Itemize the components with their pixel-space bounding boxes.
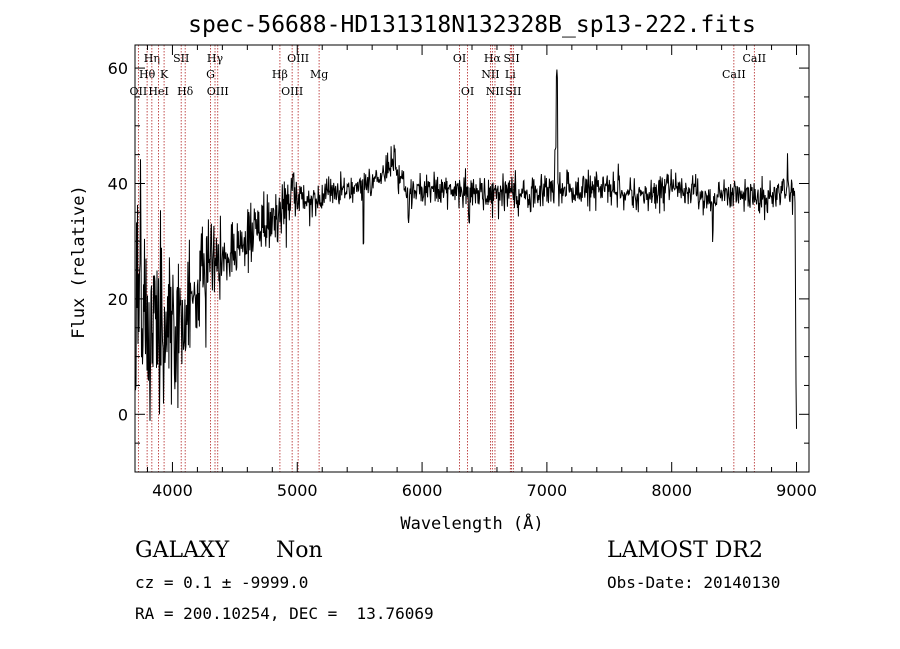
x-axis-label: Wavelength (Å) (400, 512, 543, 534)
spectral-line-label: Hδ (177, 85, 194, 98)
spectrum-line (134, 69, 797, 429)
object-subclass: Non (276, 538, 323, 563)
spectral-line-label: Hα (484, 52, 502, 65)
y-tick-label: 20 (108, 290, 128, 309)
survey-name: LAMOST DR2 (607, 538, 763, 563)
x-tick-label: 8000 (651, 481, 692, 500)
spectral-line-label: SII (503, 52, 519, 65)
spectral-line-label: OIII (281, 85, 303, 98)
spectral-line-markers: OIIHθHηHeIKSIIHδHγGOIIIOIIIHβOIIIMgOIOIH… (130, 45, 766, 472)
spectral-line-label: Li (505, 68, 516, 81)
plot-axes: 4000 5000 6000 7000 8000 9000 0 20 40 60 (108, 45, 817, 500)
spectral-line-label: OII (130, 85, 148, 98)
spectral-line-label: CaII (742, 52, 766, 65)
x-tick-label: 7000 (527, 481, 568, 500)
y-tick-label: 0 (118, 405, 128, 424)
spectral-line-label: G (206, 68, 215, 81)
spectral-line-label: HeI (148, 85, 168, 98)
plot-frame (134, 44, 810, 473)
spectral-line-label: SII (173, 52, 189, 65)
spectral-line-label: SII (505, 85, 521, 98)
redshift-text: cz = 0.1 ± -9999.0 (135, 573, 309, 592)
y-tick-label: 60 (108, 59, 128, 78)
x-tick-label: 5000 (277, 481, 318, 500)
spectral-line-label: Hβ (272, 68, 288, 81)
spectral-line-label: NII (486, 85, 504, 98)
spectral-line-label: Mg (310, 68, 328, 81)
spectral-line-label: CaII (722, 68, 746, 81)
spectral-line-label: Hγ (207, 52, 224, 65)
spectral-line-label: OIII (207, 85, 229, 98)
spectral-line-label: OIII (287, 52, 309, 65)
coordinates-text: RA = 200.10254, DEC = 13.76069 (135, 604, 434, 623)
spectral-line-label: OI (453, 52, 466, 65)
spectral-line-label: NII (481, 68, 499, 81)
observation-date: Obs-Date: 20140130 (607, 573, 781, 592)
y-axis-label: Flux (relative) (69, 185, 89, 339)
y-tick-label: 40 (108, 174, 128, 193)
object-class: GALAXY (135, 538, 230, 563)
x-tick-label: 6000 (402, 481, 443, 500)
spectral-line-label: Hθ (139, 68, 156, 81)
x-tick-label: 4000 (152, 481, 193, 500)
chart-title: spec-56688-HD131318N132328B_sp13-222.fit… (188, 12, 756, 38)
x-tick-label: 9000 (776, 481, 817, 500)
spectral-line-label: OI (461, 85, 474, 98)
spectral-line-label: Hη (144, 52, 160, 65)
spectral-line-label: K (160, 68, 169, 81)
